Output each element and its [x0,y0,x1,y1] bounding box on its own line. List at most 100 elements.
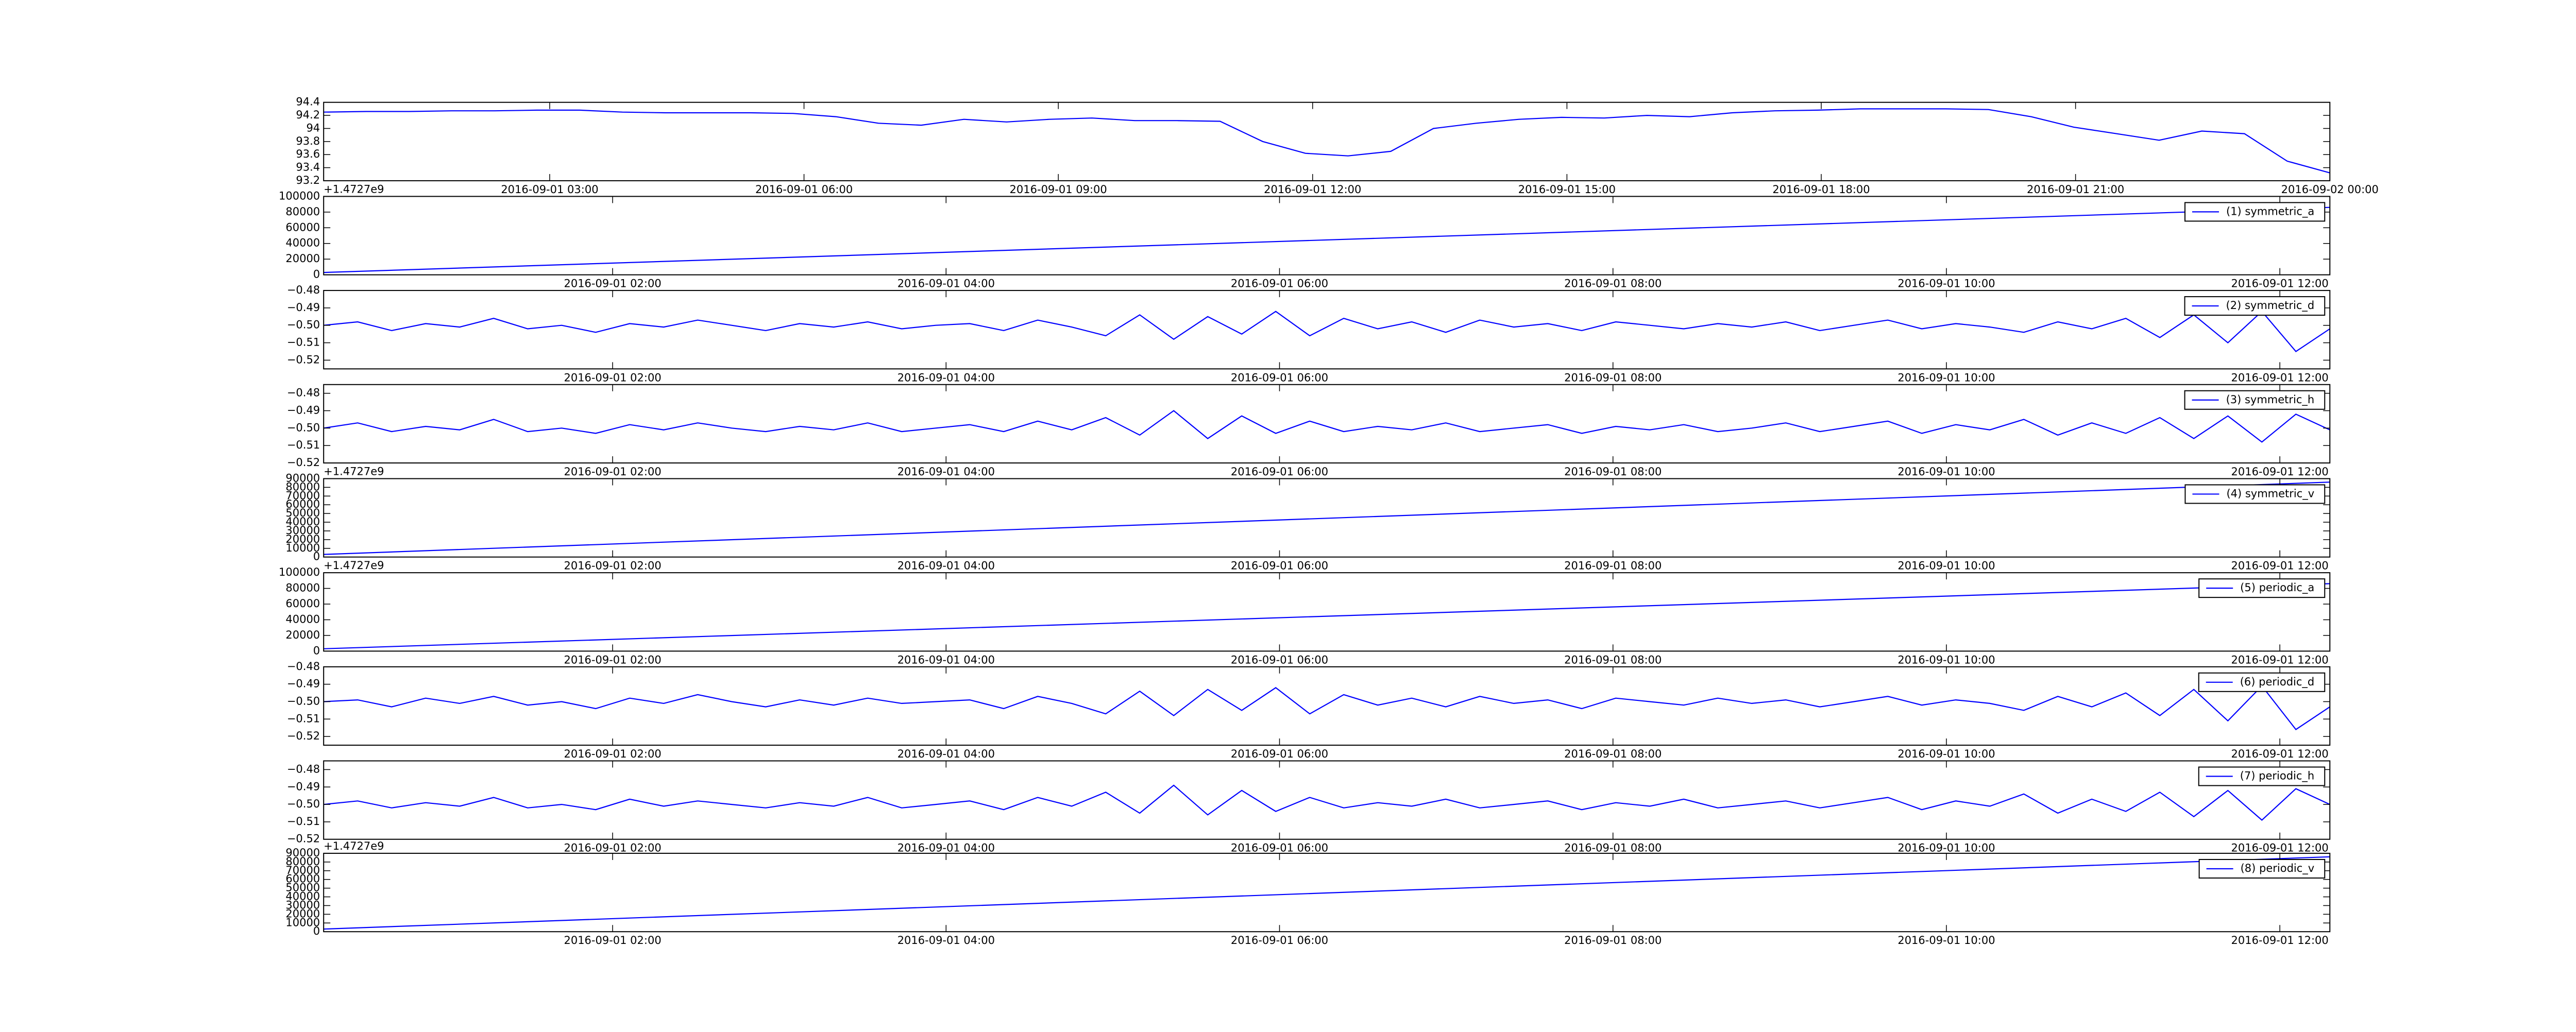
x-tick-label: 2016-09-01 18:00 [1772,183,1870,196]
y-tick-label: 60000 [285,498,320,510]
y-tick-label: 10000 [285,916,320,928]
x-tick-label: 2016-09-01 06:00 [1231,371,1328,384]
x-tick-label: 2016-09-01 02:00 [564,748,661,760]
axes-frame [323,666,2331,746]
x-tick-label: 2016-09-01 12:00 [2231,653,2329,666]
y-tick-label: −0.48 [287,284,320,296]
y-tick-label: −0.52 [287,353,320,366]
x-tick-label: 2016-09-01 08:00 [1564,560,1662,572]
x-tick-label: 2016-09-01 12:00 [2231,278,2329,290]
legend-label: (8) periodic_v [2241,862,2315,875]
x-tick-label: 2016-09-01 06:00 [1231,748,1328,760]
x-tick-label: 2016-09-01 12:00 [2231,371,2329,384]
y-tick-label: 20000 [285,533,320,545]
y-tick-label: 100000 [279,190,320,202]
offset-text: +1.4727e9 [324,559,384,572]
y-tick-label: −0.51 [287,439,320,451]
y-tick-label: 60000 [285,597,320,610]
y-tick-label: −0.52 [287,730,320,742]
x-tick-label: 2016-09-01 08:00 [1564,371,1662,384]
x-tick-label: 2016-09-01 10:00 [1897,748,1995,760]
y-tick-label: 94.2 [296,109,320,121]
y-tick-label: −0.48 [287,763,320,775]
data-line [324,410,2330,443]
x-tick-label: 2016-09-02 00:00 [2281,183,2379,196]
y-tick-label: 93.8 [296,135,320,147]
y-tick-label: 60000 [285,873,320,885]
legend: (7) periodic_h [2198,766,2326,786]
y-tick-label: 100000 [279,566,320,578]
y-tick-label: 40000 [285,890,320,903]
legend: (8) periodic_v [2198,858,2326,879]
y-tick-label: 0 [313,551,320,563]
axes-frame [323,384,2331,464]
data-line [324,583,2330,649]
axes-frame [323,478,2331,558]
x-tick-label: 2016-09-01 04:00 [897,653,995,666]
x-tick-label: 2016-09-01 02:00 [564,560,661,572]
x-tick-label: 2016-09-01 12:00 [2231,934,2329,947]
y-tick-label: 50000 [285,882,320,894]
x-tick-label: 2016-09-01 06:00 [1231,466,1328,478]
axes-frame [323,572,2331,652]
y-tick-label: 0 [313,268,320,281]
y-tick-label: 50000 [285,507,320,519]
y-tick-label: 20000 [285,252,320,265]
legend-label: (7) periodic_h [2240,770,2315,783]
y-tick-label: 40000 [285,613,320,625]
x-tick-label: 2016-09-01 10:00 [1897,842,1995,854]
data-line [324,207,2330,273]
y-tick-label: −0.48 [287,660,320,673]
x-tick-label: 2016-09-01 10:00 [1897,371,1995,384]
data-line [324,784,2330,821]
y-tick-label: 94 [306,122,320,134]
y-tick-label: 93.6 [296,148,320,160]
y-tick-label: −0.49 [287,301,320,314]
plot-background [324,761,2330,839]
y-tick-label: 80000 [285,480,320,493]
x-tick-label: 2016-09-01 02:00 [564,934,661,947]
x-tick-label: 2016-09-01 04:00 [897,371,995,384]
y-tick-label: 30000 [285,899,320,911]
y-tick-label: 90000 [285,847,320,859]
y-tick-label: 60000 [285,221,320,233]
x-tick-label: 2016-09-01 04:00 [897,934,995,947]
x-tick-label: 2016-09-01 12:00 [2231,748,2329,760]
y-tick-label: −0.51 [287,336,320,349]
y-tick-label: 90000 [285,472,320,484]
y-tick-label: −0.49 [287,780,320,793]
x-tick-label: 2016-09-01 06:00 [755,183,853,196]
y-tick-label: 70000 [285,864,320,876]
y-tick-label: −0.49 [287,404,320,417]
y-tick-label: 70000 [285,489,320,502]
x-tick-label: 2016-09-01 04:00 [897,560,995,572]
x-tick-label: 2016-09-01 06:00 [1231,842,1328,854]
legend-label: (5) periodic_a [2240,581,2314,594]
x-tick-label: 2016-09-01 10:00 [1897,466,1995,478]
data-line [324,856,2330,930]
y-tick-label: 0 [313,644,320,657]
plot-background [324,102,2330,181]
x-tick-label: 2016-09-01 08:00 [1564,934,1662,947]
x-tick-label: 2016-09-01 02:00 [564,466,661,478]
x-tick-label: 2016-09-01 08:00 [1564,278,1662,290]
offset-text: +1.4727e9 [324,465,384,477]
y-tick-label: −0.50 [287,319,320,331]
legend-label: (6) periodic_d [2240,676,2315,689]
y-tick-label: 20000 [285,629,320,641]
legend: (2) symmetric_d [2184,296,2326,316]
legend-label: (2) symmetric_d [2226,299,2315,312]
x-tick-label: 2016-09-01 12:00 [2231,560,2329,572]
offset-text: +1.4727e9 [324,183,384,195]
y-tick-label: −0.51 [287,712,320,725]
y-tick-label: 10000 [285,542,320,554]
y-tick-label: 94.4 [296,96,320,108]
legend: (1) symmetric_a [2184,202,2326,222]
x-tick-label: 2016-09-01 02:00 [564,371,661,384]
axes-frame [323,101,2331,181]
y-tick-label: −0.49 [287,678,320,690]
x-tick-label: 2016-09-01 12:00 [2231,466,2329,478]
y-tick-label: 80000 [285,205,320,218]
y-tick-label: 40000 [285,237,320,249]
